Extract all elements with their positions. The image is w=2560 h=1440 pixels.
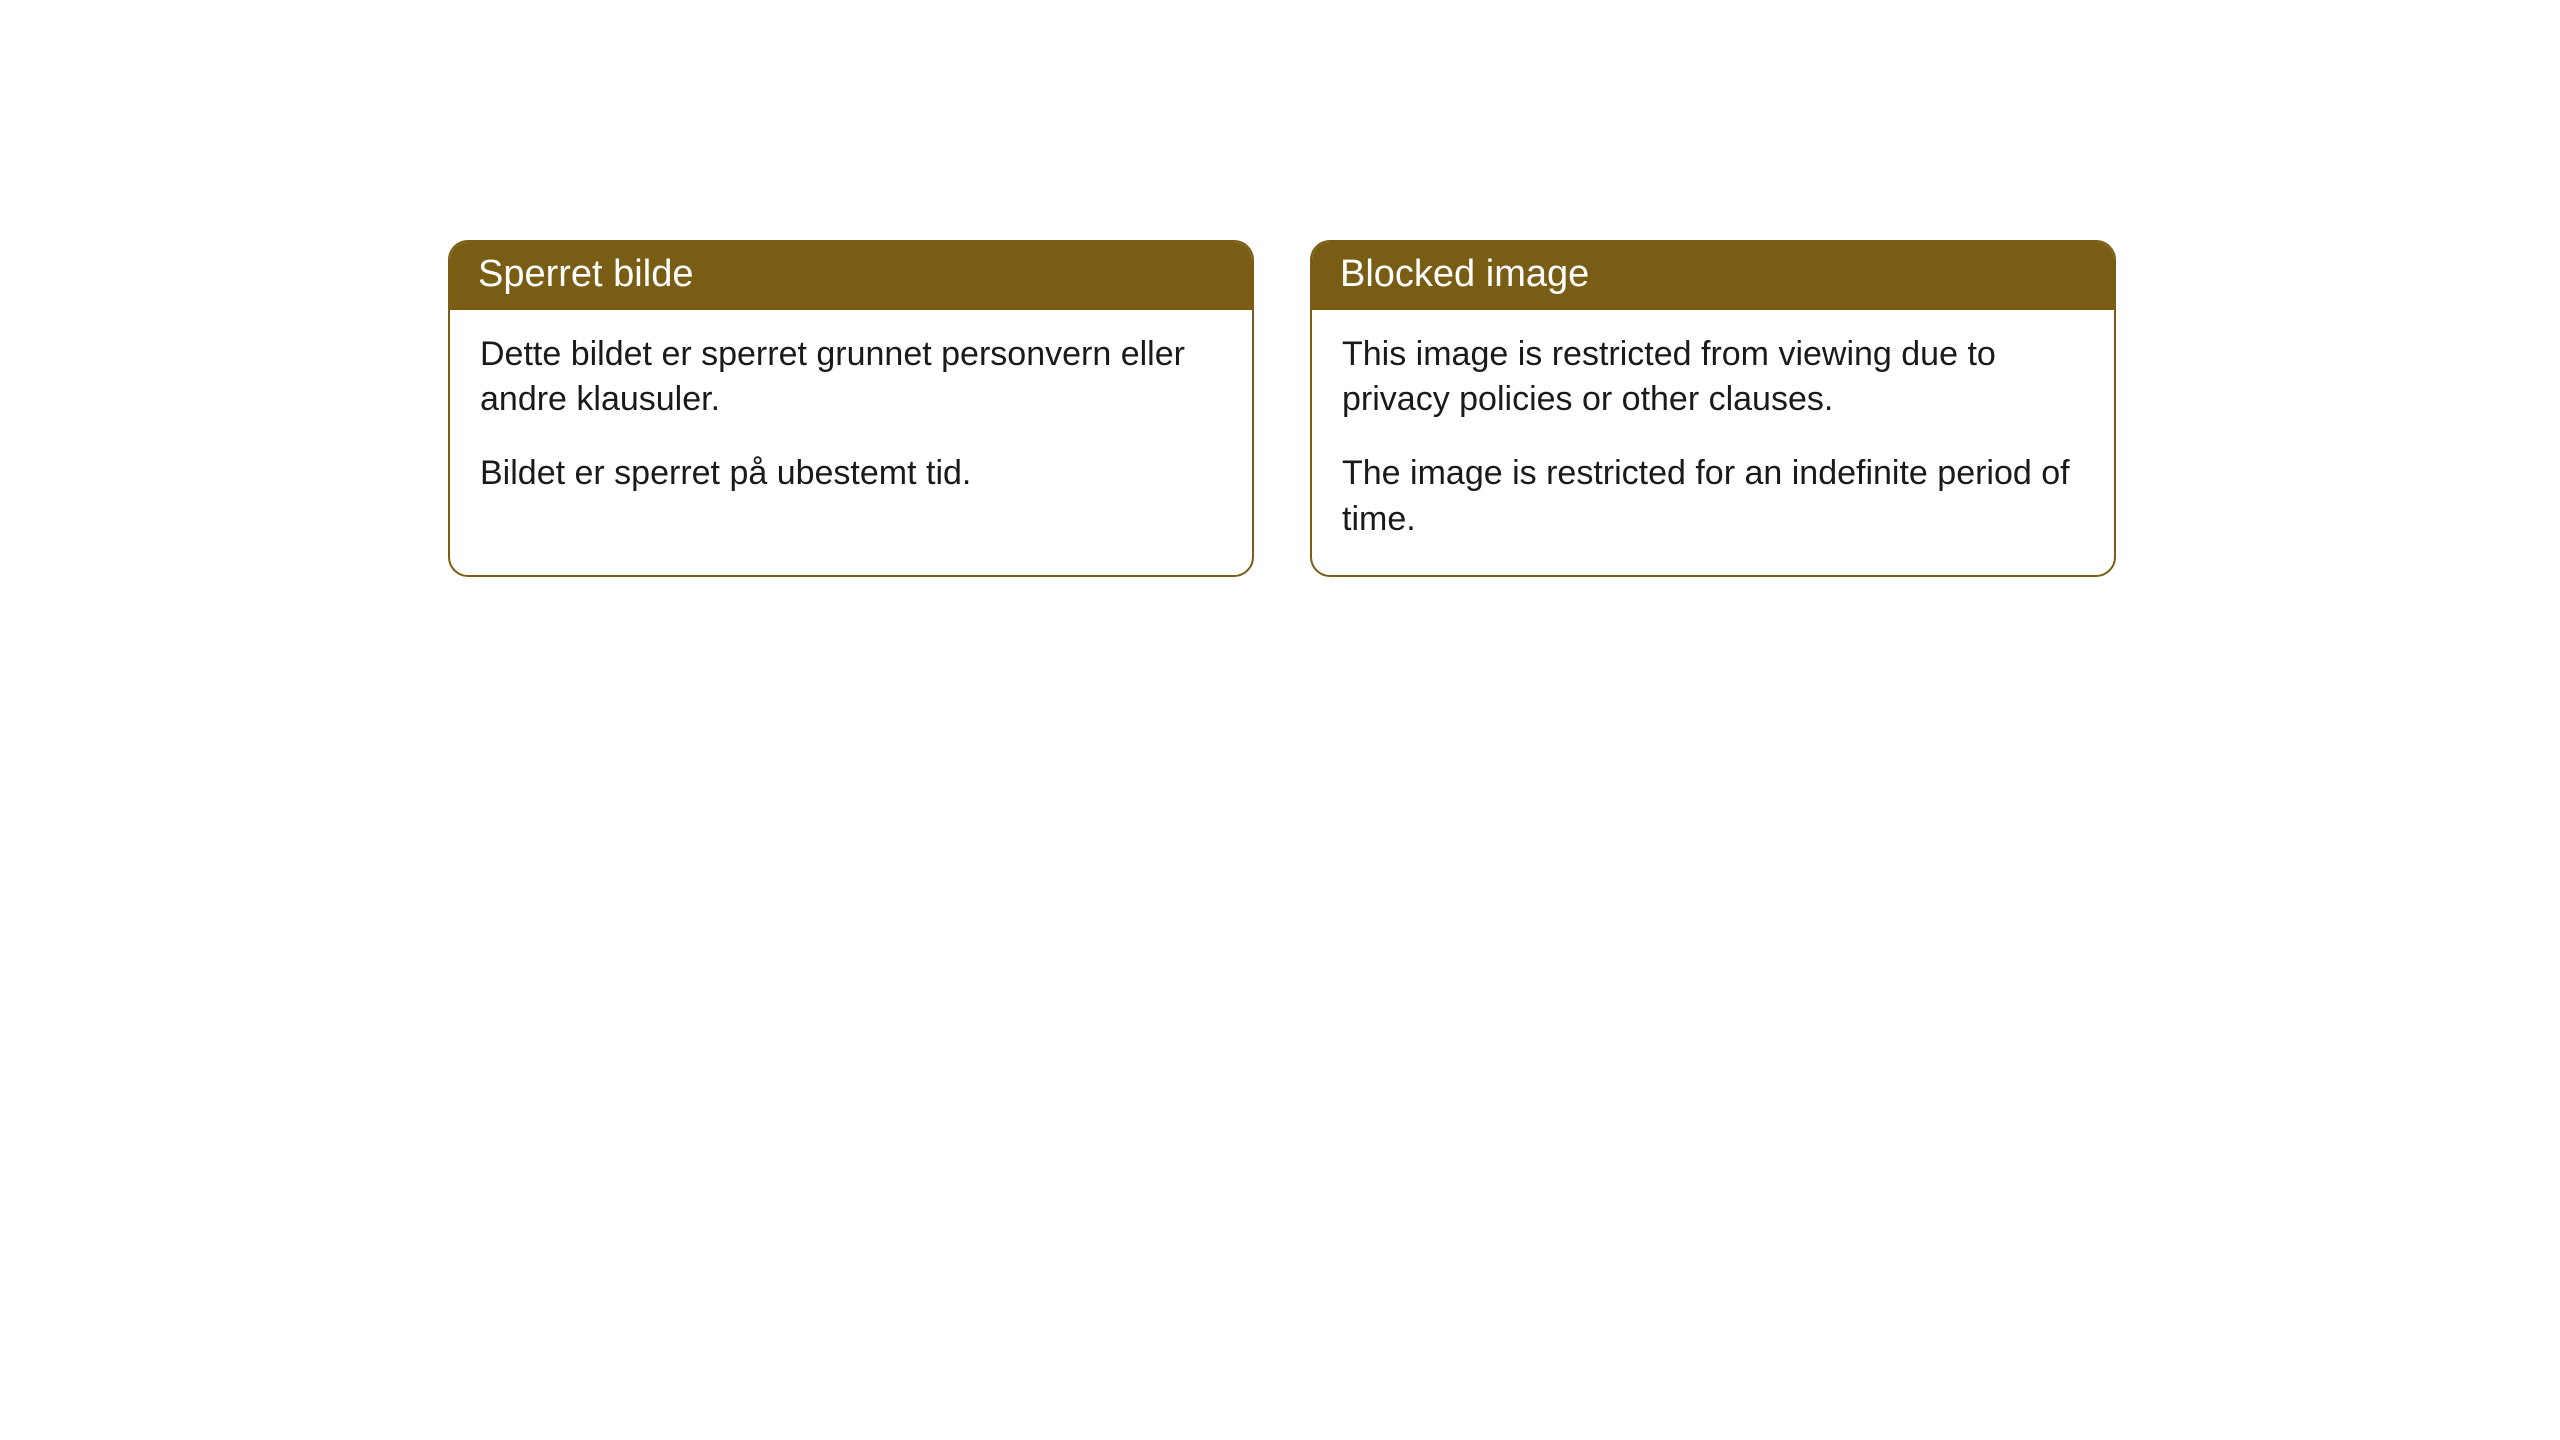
card-body-en: This image is restricted from viewing du…: [1312, 310, 2114, 576]
card-body-no: Dette bildet er sperret grunnet personve…: [450, 310, 1252, 530]
card-title-no: Sperret bilde: [450, 242, 1252, 310]
card-paragraph-1-en: This image is restricted from viewing du…: [1342, 332, 2084, 424]
blocked-image-card-no: Sperret bilde Dette bildet er sperret gr…: [448, 240, 1254, 577]
cards-container: Sperret bilde Dette bildet er sperret gr…: [448, 240, 2116, 577]
card-title-en: Blocked image: [1312, 242, 2114, 310]
blocked-image-card-en: Blocked image This image is restricted f…: [1310, 240, 2116, 577]
card-paragraph-2-no: Bildet er sperret på ubestemt tid.: [480, 451, 1222, 497]
card-paragraph-2-en: The image is restricted for an indefinit…: [1342, 451, 2084, 543]
card-paragraph-1-no: Dette bildet er sperret grunnet personve…: [480, 332, 1222, 424]
